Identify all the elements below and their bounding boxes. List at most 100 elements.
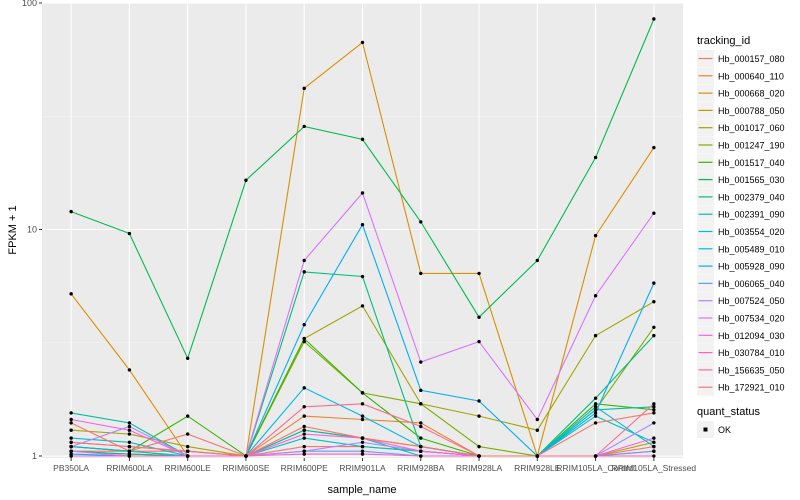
legend-item: Hb_001565_030: [697, 171, 785, 189]
data-point: [360, 449, 365, 453]
data-point: [302, 270, 306, 274]
data-point: [302, 86, 306, 91]
x-axis: PB350LA RRIM600LA RRIM600LE RRIM600SE RRIM60…: [53, 458, 696, 473]
data-point: [185, 432, 190, 436]
data-point: [652, 402, 656, 406]
legend-item: Hb_005489_010: [697, 240, 785, 258]
legend-label: Hb_006065_040: [718, 279, 785, 289]
data-point: [127, 444, 132, 449]
data-point: [593, 405, 598, 409]
data-point: [477, 454, 481, 458]
x-tick-label: RRIM600SE: [222, 463, 270, 473]
data-point: [360, 436, 365, 440]
data-point: [419, 454, 423, 458]
legend-label: Hb_002379_040: [718, 192, 785, 202]
x-tick-label: RRIM105LA_Control: [556, 463, 635, 473]
legend-label: Hb_001565_030: [718, 175, 785, 185]
y-axis-label: FPKM + 1: [7, 205, 19, 254]
legend-item: Hb_002379_040: [697, 188, 785, 206]
legend-label: Hb_156635_050: [718, 365, 785, 375]
legend-item: Hb_002391_090: [697, 205, 785, 223]
legend-item: Hb_003554_020: [697, 223, 785, 240]
legend-tracking-id: tracking_id Hb_000157_080 Hb_000640_110 Hb…: [697, 35, 785, 396]
data-point: [127, 231, 132, 236]
data-point: [360, 402, 365, 406]
legend-label: Hb_000788_050: [718, 106, 785, 116]
data-point: [69, 411, 73, 415]
data-point: [593, 421, 598, 425]
legend-title: tracking_id: [697, 35, 750, 47]
data-point: [302, 432, 306, 436]
data-point: [419, 424, 423, 429]
legend2-key-square: [703, 427, 708, 432]
legend-item: Hb_007524_050: [697, 292, 785, 310]
data-point: [244, 454, 248, 458]
data-point: [302, 124, 306, 129]
data-point: [360, 391, 365, 395]
data-point: [185, 356, 190, 361]
x-axis-label: sample_name: [327, 484, 396, 496]
data-point: [652, 333, 656, 338]
data-point: [477, 414, 481, 418]
data-point: [535, 258, 540, 263]
data-point: [360, 440, 365, 444]
data-point: [360, 417, 365, 422]
x-tick-label: RRIM928LE: [514, 463, 561, 473]
x-tick-label: RRIM600PE: [281, 463, 329, 473]
legend-label: Hb_005928_090: [718, 262, 785, 272]
legend2-item: OK: [697, 421, 731, 438]
legend-label: Hb_001017_060: [718, 123, 785, 133]
data-point: [477, 271, 481, 276]
data-point: [593, 411, 598, 415]
data-point: [127, 428, 132, 432]
data-point: [593, 233, 598, 238]
legend-label: Hb_000157_080: [718, 54, 785, 64]
data-point: [127, 368, 132, 372]
legend-item: Hb_000157_080: [697, 50, 785, 67]
data-point: [652, 405, 656, 409]
legend-label: Hb_007524_050: [718, 296, 785, 306]
legend-item: Hb_000788_050: [697, 101, 785, 119]
data-point: [652, 408, 656, 412]
data-point: [302, 424, 306, 429]
legend-label: Hb_030784_010: [718, 348, 785, 358]
x-tick-label: RRIM928LA: [456, 463, 503, 473]
data-point: [652, 211, 656, 215]
data-point: [302, 414, 306, 418]
data-point: [419, 360, 423, 364]
data-point: [302, 258, 306, 263]
data-point: [360, 274, 365, 279]
data-point: [360, 414, 365, 418]
data-point: [302, 436, 306, 440]
data-point: [419, 388, 423, 393]
data-point: [302, 386, 306, 390]
data-point: [652, 325, 656, 330]
data-point: [593, 333, 598, 338]
data-point: [69, 428, 73, 432]
data-point: [593, 155, 598, 160]
data-points: [69, 17, 656, 458]
data-point: [652, 444, 656, 449]
data-point: [69, 209, 73, 214]
data-point: [593, 396, 598, 400]
data-point: [302, 322, 306, 327]
legend-label: Hb_000668_020: [718, 89, 785, 99]
data-point: [419, 402, 423, 406]
data-point: [593, 454, 598, 458]
data-point: [652, 300, 656, 304]
data-point: [652, 421, 656, 425]
data-point: [477, 315, 481, 319]
data-point: [360, 40, 365, 45]
legend-item: Hb_156635_050: [697, 361, 785, 379]
data-point: [69, 421, 73, 425]
legend-item: Hb_007534_020: [697, 309, 785, 327]
legend-label: Hb_012094_030: [718, 331, 785, 341]
legend-label: Hb_000640_110: [718, 71, 784, 81]
legend-label: Hb_001517_040: [718, 158, 785, 168]
data-point: [419, 421, 423, 425]
data-point: [69, 440, 73, 444]
data-point: [593, 408, 598, 412]
legend-label: Hb_172921_010: [718, 383, 785, 393]
data-point: [185, 454, 190, 458]
